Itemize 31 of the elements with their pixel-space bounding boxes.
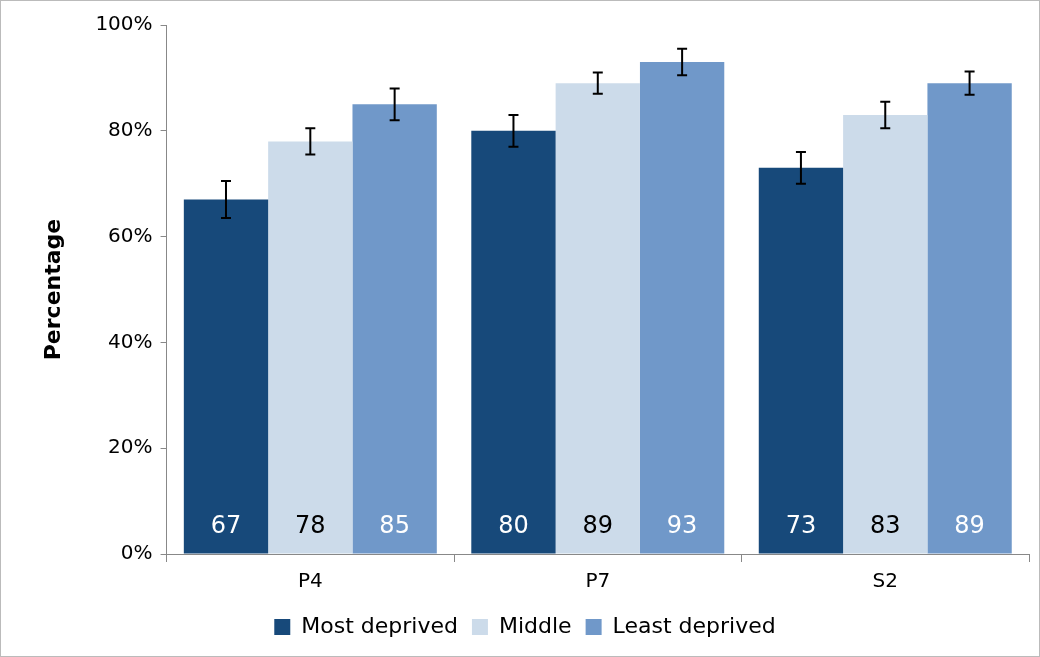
legend-label: Least deprived — [612, 612, 776, 638]
data-label: 80 — [498, 511, 529, 540]
bar — [471, 130, 556, 554]
bar — [555, 83, 640, 554]
data-label: 89 — [954, 511, 985, 540]
x-tick-label: S2 — [872, 568, 898, 593]
data-label: 73 — [785, 511, 817, 540]
y-tick-label: 60% — [108, 222, 153, 247]
legend-label: Most deprived — [301, 612, 458, 638]
data-label: 89 — [582, 511, 614, 540]
bar — [352, 104, 437, 554]
legend-label: Middle — [498, 612, 572, 638]
y-tick-label: 20% — [108, 434, 153, 459]
y-tick-label: 0% — [120, 540, 153, 565]
data-label: 78 — [295, 511, 326, 540]
bar — [927, 83, 1012, 554]
x-tick-label: P7 — [585, 568, 611, 593]
data-label: 83 — [869, 511, 901, 540]
y-tick-label: 40% — [108, 328, 153, 353]
y-axis-title: Percentage — [39, 218, 65, 361]
bar — [843, 114, 928, 554]
bar — [268, 141, 353, 554]
bar — [183, 199, 269, 554]
data-label: 85 — [379, 511, 410, 540]
data-label: 93 — [666, 511, 698, 540]
y-tick-label: 100% — [95, 11, 153, 36]
y-tick-label: 80% — [108, 117, 153, 141]
x-tick-label: P4 — [297, 568, 323, 593]
data-label: 67 — [210, 511, 242, 540]
bar — [639, 62, 725, 554]
bar — [758, 167, 844, 554]
